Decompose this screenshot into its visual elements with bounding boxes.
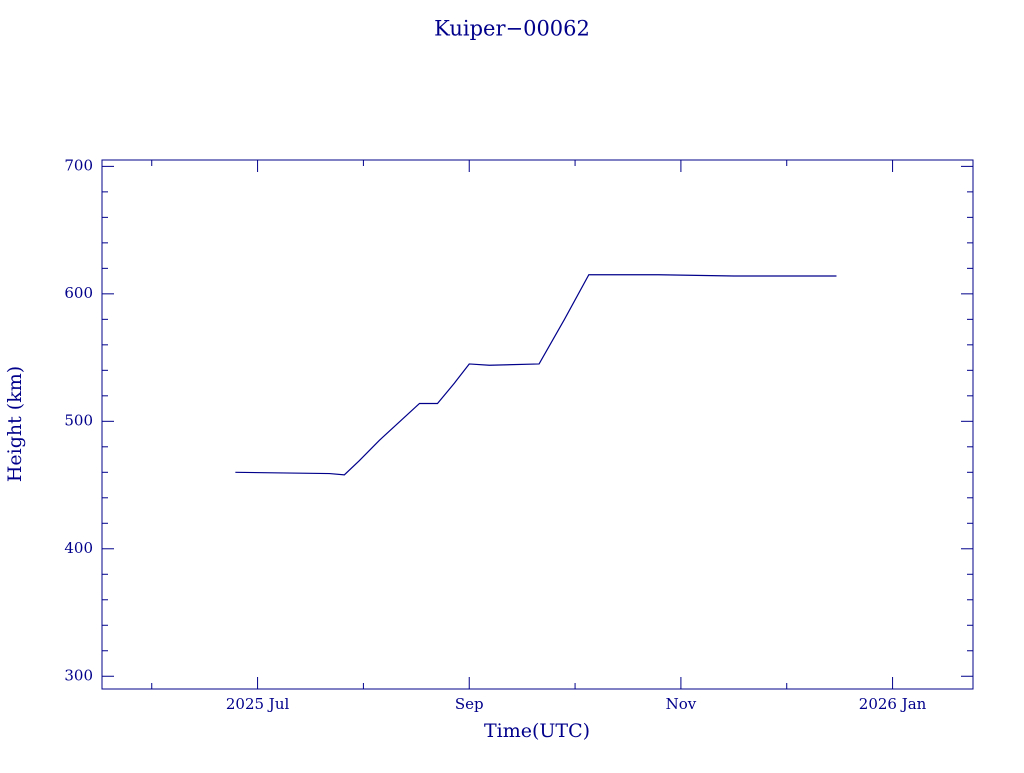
y-tick-label: 500 [64, 411, 93, 429]
x-tick-label: Nov [666, 695, 697, 713]
y-tick-label: 400 [64, 539, 93, 557]
y-tick-label: 300 [64, 666, 93, 684]
y-axis-label: Height (km) [4, 366, 26, 482]
y-tick-label: 700 [64, 156, 93, 174]
y-tick-label: 600 [64, 284, 93, 302]
plot-frame [101, 159, 974, 690]
x-tick-label: Sep [455, 695, 484, 713]
x-tick-label: 2026 Jan [859, 695, 927, 713]
x-tick-label: 2025 Jul [226, 695, 290, 713]
data-line [235, 274, 837, 476]
x-axis-label: Time(UTC) [484, 720, 590, 742]
chart-title: Kuiper−00062 [434, 17, 590, 41]
